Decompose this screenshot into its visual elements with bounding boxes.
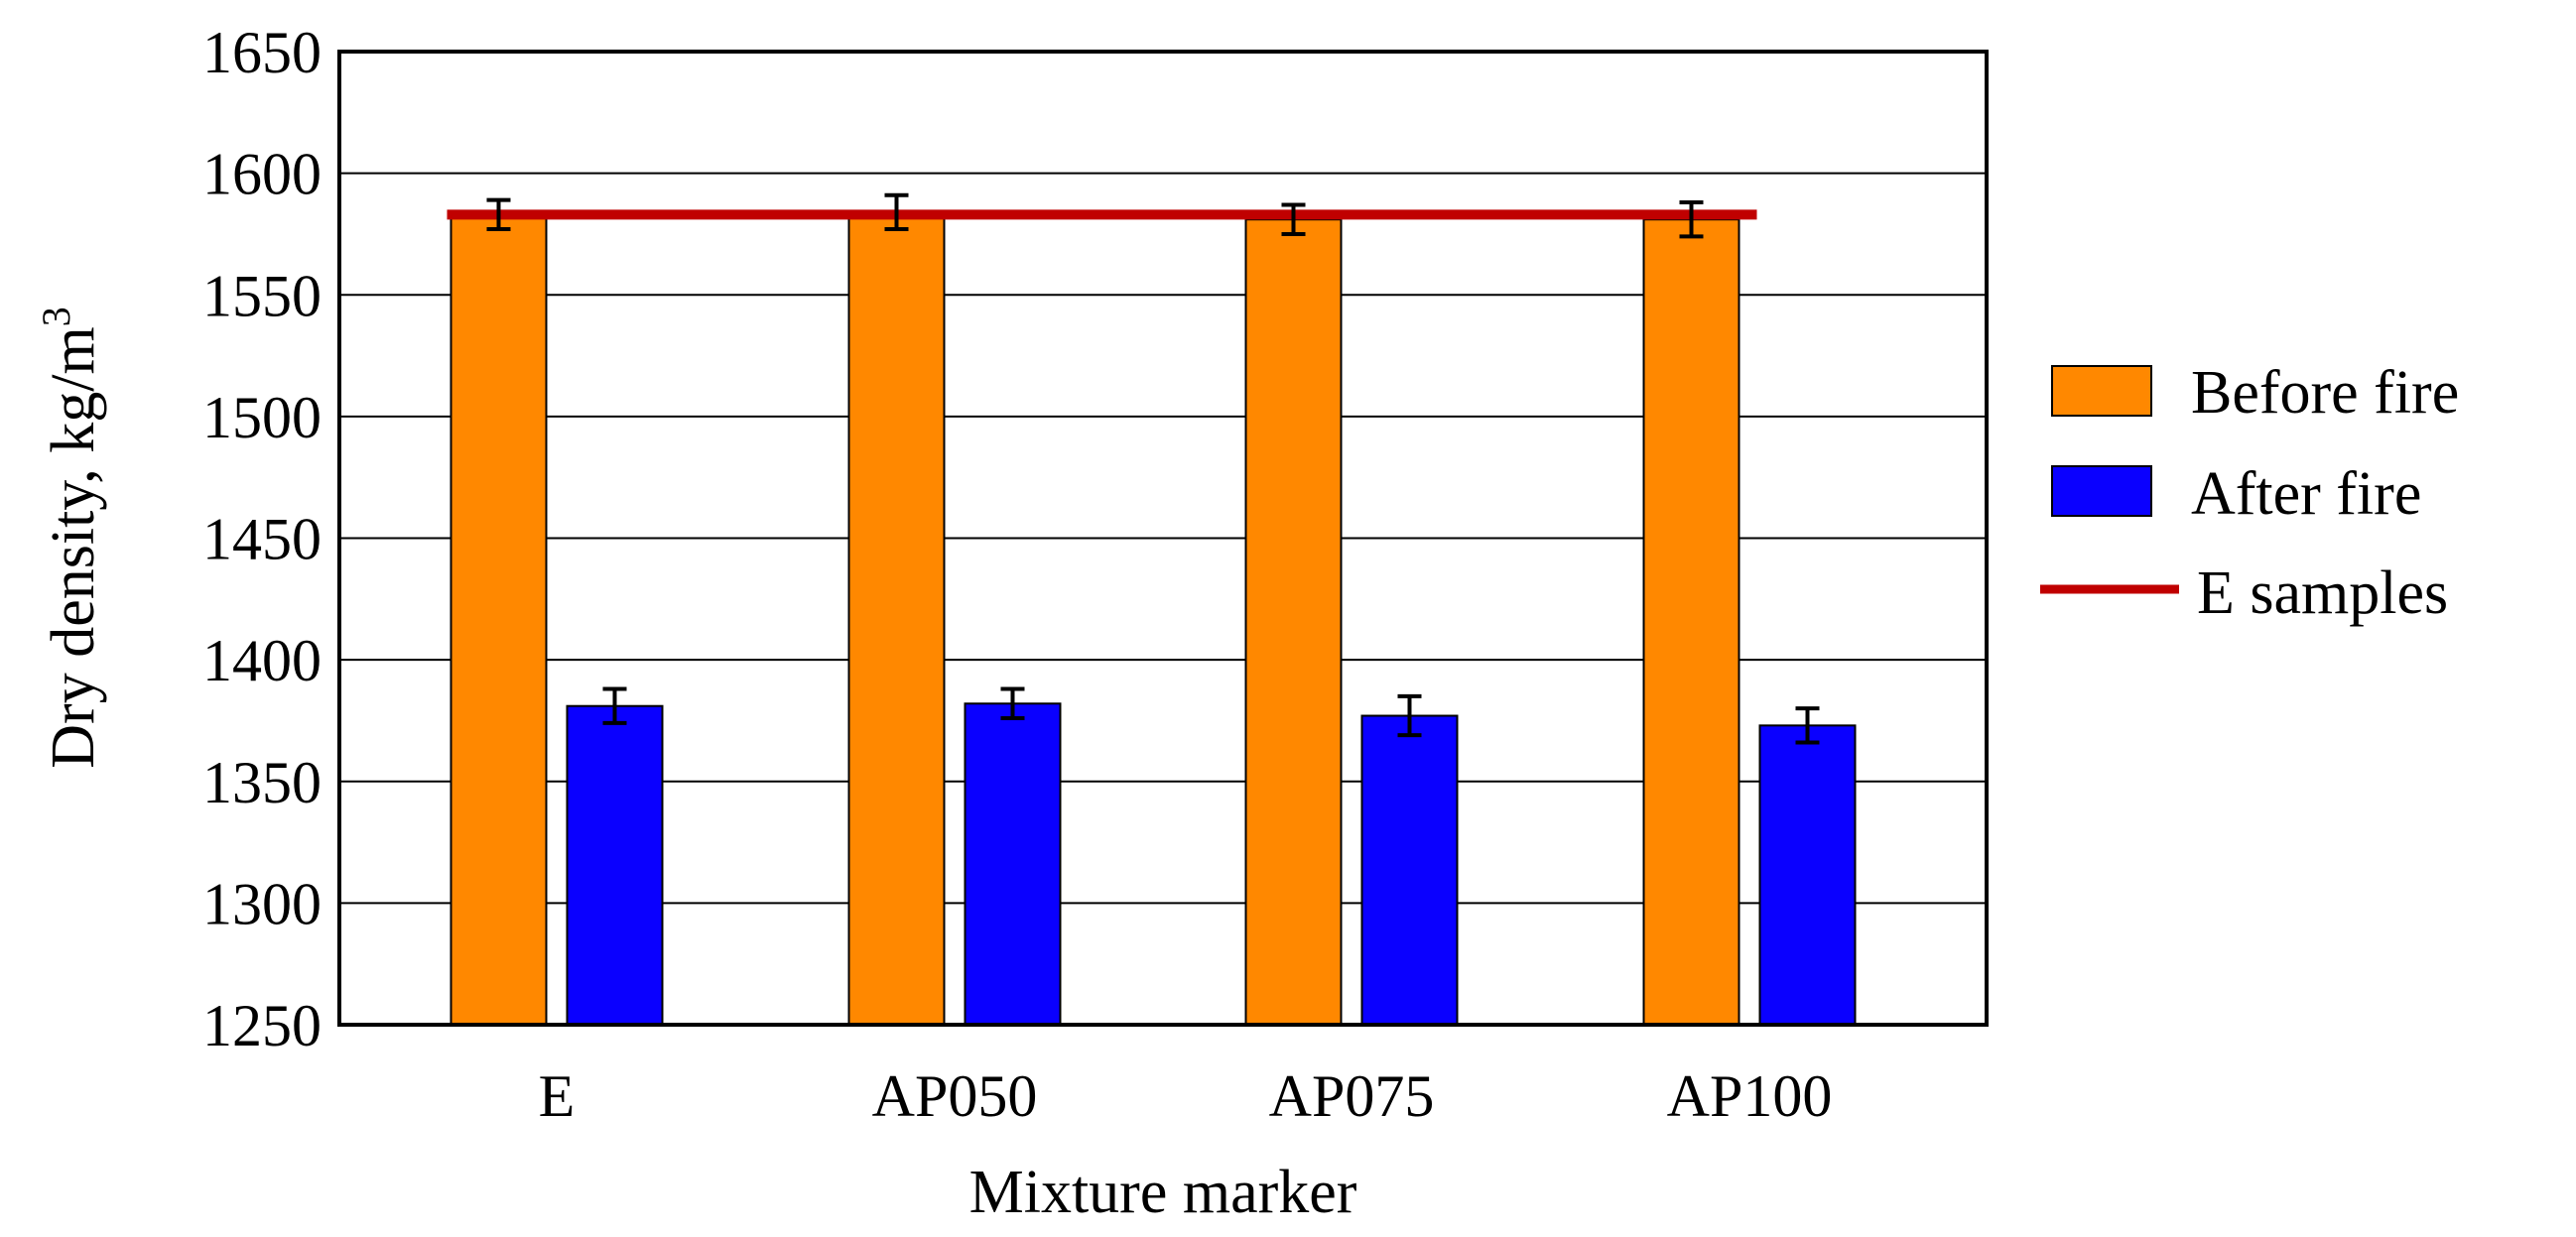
y-tick-label: 1550 — [202, 263, 322, 328]
y-tick-label: 1400 — [202, 628, 322, 693]
y-tick-label: 1300 — [202, 871, 322, 936]
bar-before-fire-ap075 — [1244, 218, 1343, 1027]
error-bar — [1000, 686, 1025, 720]
legend-swatch-after-fire — [2051, 465, 2152, 517]
y-axis-title-superscript: 3 — [34, 307, 78, 326]
legend-label-after-fire: After fire — [2191, 460, 2421, 528]
legend: Before fire After fire E samples — [2040, 359, 2459, 627]
plot-frame — [337, 50, 1989, 1027]
y-tick-label: 1450 — [202, 507, 322, 572]
bar-before-fire-e — [450, 213, 548, 1026]
bar-before-fire-ap050 — [847, 210, 946, 1027]
x-tick-label: E — [539, 1063, 576, 1129]
y-tick-label: 1250 — [202, 993, 322, 1058]
error-bar — [1795, 706, 1820, 745]
x-axis-title: Mixture marker — [969, 1159, 1357, 1226]
y-tick-labels: 1250 1300 1350 1400 1450 1500 1550 1600 1650 — [202, 20, 322, 1058]
error-bar — [1679, 200, 1704, 239]
x-tick-labels: E AP050 AP075 AP100 — [539, 1063, 1833, 1129]
error-bar — [486, 197, 511, 232]
y-tick-label: 1500 — [202, 385, 322, 450]
y-axis-title-main: Dry density, kg/m — [40, 326, 107, 768]
y-tick-label: 1650 — [202, 20, 322, 85]
y-axis-title: Dry density, kg/m3 — [34, 307, 107, 768]
error-bar — [884, 192, 909, 232]
error-bar — [1397, 693, 1422, 738]
bar-after-fire-ap050 — [964, 702, 1062, 1027]
bar-after-fire-e — [566, 704, 664, 1026]
x-tick-label: AP050 — [872, 1063, 1038, 1129]
error-bar — [602, 686, 627, 725]
legend-label-e-samples: E samples — [2197, 559, 2448, 627]
bar-before-fire-ap100 — [1642, 218, 1740, 1027]
bar-after-fire-ap100 — [1758, 724, 1857, 1027]
x-tick-label: AP100 — [1667, 1063, 1833, 1129]
y-tick-label: 1350 — [202, 750, 322, 815]
y-tick-label: 1600 — [202, 142, 322, 207]
legend-label-before-fire: Before fire — [2191, 359, 2459, 427]
bars — [450, 210, 1857, 1027]
x-tick-label: AP075 — [1269, 1063, 1435, 1129]
bar-after-fire-ap075 — [1360, 714, 1459, 1026]
error-bars — [486, 192, 1820, 745]
error-bar — [1281, 202, 1306, 236]
legend-swatch-before-fire — [2051, 365, 2152, 417]
